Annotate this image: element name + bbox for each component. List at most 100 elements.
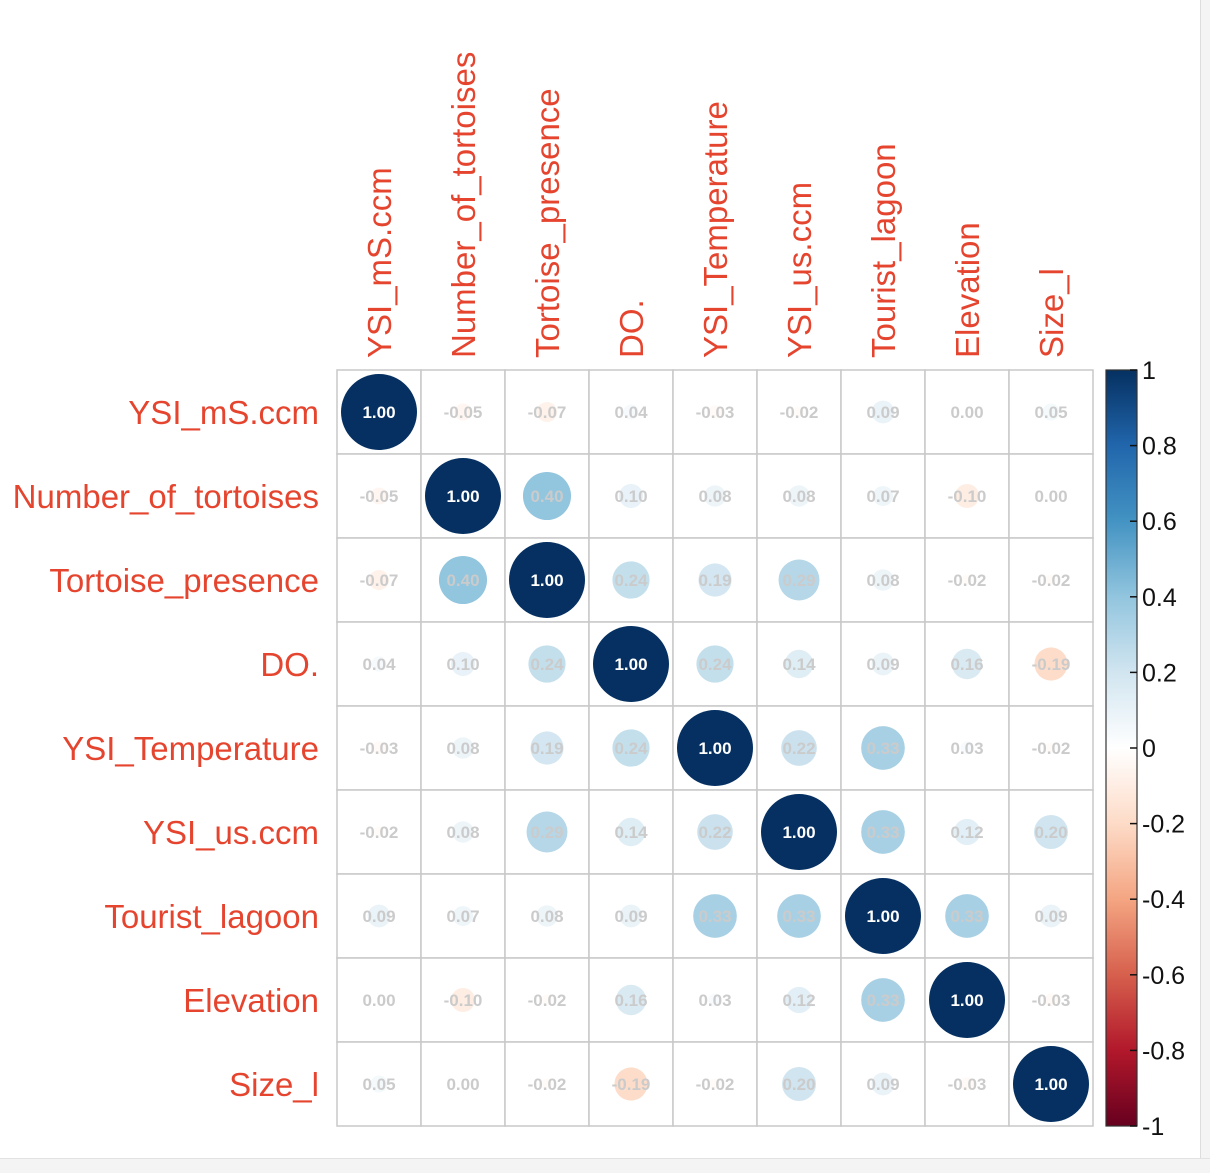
coef-label-4-2: 0.19 [530, 739, 563, 758]
coef-label-2-2: 1.00 [530, 571, 563, 590]
row-label-0: YSI_mS.ccm [128, 394, 319, 431]
circle-5-1 [452, 821, 474, 843]
col-label-3: DO. [613, 299, 650, 358]
circle-2-8 [1045, 574, 1057, 586]
coef-label-3-8: -0.19 [1032, 655, 1071, 674]
circle-3-4 [696, 645, 734, 683]
coef-label-8-2: -0.02 [528, 1075, 567, 1094]
circle-2-7 [961, 574, 973, 586]
circle-8-7 [960, 1077, 974, 1091]
coef-label-5-4: 0.22 [698, 823, 731, 842]
coef-label-1-0: -0.05 [360, 487, 399, 506]
coef-label-6-2: 0.08 [530, 907, 563, 926]
coef-label-5-5: 1.00 [782, 823, 815, 842]
circle-0-8 [1042, 403, 1060, 421]
colorbar-label-0: 1 [1142, 357, 1156, 385]
coef-label-4-1: 0.08 [446, 739, 479, 758]
coef-label-5-3: 0.14 [614, 823, 648, 842]
coef-label-5-0: -0.02 [360, 823, 399, 842]
circle-6-2 [536, 905, 558, 927]
window-scroll-edge [1200, 0, 1210, 1172]
coef-label-7-2: -0.02 [528, 991, 567, 1010]
colorbar-label-3: 0.4 [1142, 584, 1177, 612]
circle-4-1 [452, 737, 474, 759]
coef-label-1-6: 0.07 [866, 487, 899, 506]
colorbar-label-1: 0.8 [1142, 433, 1177, 461]
col-label-0: YSI_mS.ccm [361, 167, 398, 358]
coef-label-3-5: 0.14 [782, 655, 816, 674]
circle-7-5 [785, 986, 813, 1014]
coef-label-4-3: 0.24 [614, 739, 648, 758]
colorbar-label-9: -0.8 [1142, 1037, 1185, 1065]
circle-0-6 [871, 400, 895, 424]
colorbar-label-5: 0 [1142, 735, 1156, 763]
circle-7-3 [615, 984, 647, 1016]
coef-label-6-8: 0.09 [1034, 907, 1067, 926]
coef-label-4-8: -0.02 [1032, 739, 1071, 758]
coef-label-2-7: -0.02 [948, 571, 987, 590]
coef-label-4-6: 0.33 [866, 739, 899, 758]
coef-label-7-7: 1.00 [950, 991, 983, 1010]
row-label-4: YSI_Temperature [62, 730, 319, 767]
circle-6-8 [1039, 904, 1063, 928]
coef-label-0-2: -0.07 [528, 403, 567, 422]
coef-label-4-5: 0.22 [782, 739, 815, 758]
circle-3-6 [871, 652, 895, 676]
coef-label-2-4: 0.19 [698, 571, 731, 590]
circle-4-2 [530, 731, 564, 765]
coef-label-7-8: -0.03 [1032, 991, 1071, 1010]
coef-label-4-0: -0.03 [360, 739, 399, 758]
circle-5-3 [616, 817, 646, 847]
coef-label-8-7: -0.03 [948, 1075, 987, 1094]
circle-0-1 [454, 403, 472, 421]
circle-0-5 [793, 406, 805, 418]
row-label-1: Number_of_tortoises [13, 478, 319, 515]
circle-2-3 [612, 561, 650, 599]
circle-4-7 [960, 741, 974, 755]
coef-label-0-7: 0.00 [950, 403, 983, 422]
coef-label-4-7: 0.03 [950, 739, 983, 758]
coef-label-3-0: 0.04 [362, 655, 396, 674]
circle-3-8 [1034, 647, 1068, 681]
circle-6-5 [777, 894, 821, 938]
col-label-1: Number_of_tortoises [445, 52, 482, 358]
circle-2-4 [698, 563, 732, 597]
circle-6-6 [845, 878, 921, 954]
row-labels: YSI_mS.ccm Number_of_tortoises Tortoise_pr… [13, 394, 319, 1103]
coef-label-1-5: 0.08 [782, 487, 815, 506]
coef-label-8-4: -0.02 [696, 1075, 735, 1094]
coef-label-5-7: 0.12 [950, 823, 983, 842]
cell-1-4 [672, 453, 758, 539]
coef-label-6-0: 0.09 [362, 907, 395, 926]
circle-0-0 [341, 374, 417, 450]
row-label-6: Tourist_lagoon [104, 898, 319, 935]
coef-label-8-6: 0.09 [866, 1075, 899, 1094]
circle-8-5 [782, 1067, 816, 1101]
circle-5-8 [1034, 815, 1068, 849]
circle-5-2 [526, 811, 568, 853]
coef-label-8-1: 0.00 [446, 1075, 479, 1094]
coef-label-3-2: 0.24 [530, 655, 564, 674]
coef-label-7-0: 0.00 [362, 991, 395, 1010]
circle-1-6 [872, 485, 894, 507]
coef-label-8-5: 0.20 [782, 1075, 815, 1094]
circle-8-3 [614, 1067, 648, 1101]
colorbar-label-10: -1 [1142, 1113, 1164, 1141]
circle-5-7 [953, 818, 981, 846]
coef-label-7-4: 0.03 [698, 991, 731, 1010]
colorbar: 1 0.8 0.6 0.4 0.2 0 -0.2 -0.4 -0.6 -0.8 -1 [1105, 357, 1185, 1141]
cell-0-7 [924, 369, 1010, 455]
circle-7-4 [708, 993, 722, 1007]
coef-label-6-3: 0.09 [614, 907, 647, 926]
circle-3-2 [528, 645, 566, 683]
circle-6-1 [452, 905, 474, 927]
row-label-7: Elevation [183, 982, 319, 1019]
coef-label-0-4: -0.03 [696, 403, 735, 422]
circle-1-3 [618, 483, 644, 509]
circle-3-1 [450, 651, 476, 677]
coef-label-1-8: 0.00 [1034, 487, 1067, 506]
coef-label-6-5: 0.33 [782, 907, 815, 926]
circle-4-8 [1045, 742, 1057, 754]
circle-3-7 [951, 648, 983, 680]
circle-1-7 [954, 483, 980, 509]
